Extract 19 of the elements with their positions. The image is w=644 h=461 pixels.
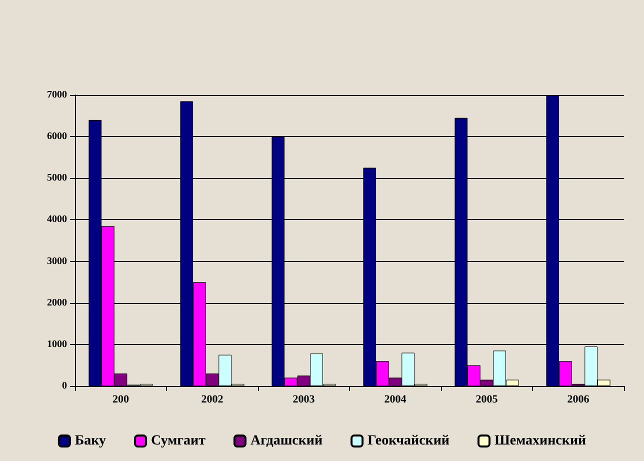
y-tick-label: 4000 [47, 214, 67, 226]
legend-label: Шемахинский [494, 434, 586, 448]
x-tick-label: 2003 [292, 394, 316, 406]
y-tick-label: 2000 [47, 297, 67, 308]
y-tick-label: 0 [62, 380, 67, 392]
legend-label: Геокчайский [368, 434, 450, 448]
legend-label: Баку [74, 434, 106, 448]
y-tick-label: 5000 [47, 172, 67, 184]
y-tick-label: 3000 [47, 256, 67, 267]
legend-label: Сумгаит [151, 434, 206, 448]
legend-label: Агдашский [250, 434, 323, 448]
x-tick-label: 200 [112, 394, 130, 406]
y-tick-label: 7000 [47, 90, 67, 100]
x-tick-label: 2002 [201, 394, 224, 406]
x-tick-label: 2005 [476, 394, 498, 406]
x-tick-label: 2006 [567, 394, 590, 406]
y-tick-label: 1000 [47, 338, 67, 350]
x-tick-label: 2004 [384, 394, 407, 406]
y-tick-label: 6000 [47, 131, 67, 142]
